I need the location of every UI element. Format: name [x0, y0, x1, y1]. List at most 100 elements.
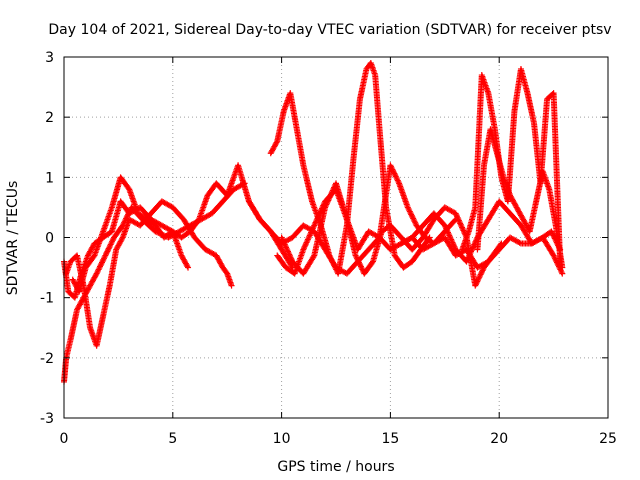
series-trace-5 [267, 60, 433, 277]
data-point [388, 165, 395, 172]
data-point [552, 236, 559, 243]
data-point [125, 211, 132, 218]
data-point [548, 228, 555, 235]
data-point [388, 163, 395, 170]
data-point [551, 253, 558, 260]
data-point [125, 209, 132, 216]
y-tick-label: -2 [40, 351, 54, 367]
data-point [119, 235, 126, 242]
data-point [553, 239, 560, 246]
data-point [556, 245, 563, 252]
data-point [109, 238, 116, 245]
data-point [99, 258, 106, 265]
data-point [103, 251, 110, 258]
x-tick-label: 15 [381, 431, 399, 447]
data-point [476, 274, 483, 281]
data-point [355, 259, 362, 266]
data-point [392, 173, 399, 180]
data-point [273, 139, 280, 146]
data-point [392, 172, 399, 179]
data-point [479, 267, 486, 274]
data-point [102, 252, 109, 259]
data-point [551, 235, 558, 242]
data-point [390, 169, 397, 176]
data-point [354, 256, 361, 263]
data-point [101, 255, 108, 262]
data-point [107, 242, 114, 249]
data-point [477, 271, 484, 278]
y-axis-label: SDTVAR / TECUs [5, 181, 21, 296]
data-point [472, 282, 479, 289]
data-point [105, 246, 112, 253]
data-point [473, 279, 480, 286]
series-trace-11 [398, 198, 564, 265]
data-point [550, 252, 557, 259]
data-point [96, 265, 103, 272]
x-tick-label: 5 [168, 431, 177, 447]
data-point [391, 170, 398, 177]
plot-frame [63, 56, 609, 419]
data-point [406, 207, 413, 214]
data-point [559, 264, 566, 271]
data-point [390, 167, 397, 174]
data-point [103, 249, 110, 256]
data-point [97, 262, 104, 269]
data-point [404, 204, 411, 211]
data-point [474, 277, 481, 284]
data-point [406, 208, 413, 215]
data-point [93, 270, 100, 277]
y-tick-label: 2 [45, 110, 54, 126]
data-point [98, 260, 105, 267]
data-point [411, 218, 418, 225]
data-point [357, 262, 364, 269]
data-point [409, 214, 416, 221]
chart-title: Day 104 of 2021, Sidereal Day-to-day VTE… [48, 22, 611, 38]
data-point [105, 245, 112, 252]
data-point [551, 255, 558, 262]
data-point [549, 231, 556, 238]
series-trace-3 [63, 198, 235, 349]
data-point [551, 234, 558, 241]
data-point [126, 208, 133, 215]
x-tick-label: 0 [60, 431, 69, 447]
data-point [410, 216, 417, 223]
data-point [185, 264, 192, 271]
data-point [394, 177, 401, 184]
data-point [472, 281, 479, 288]
data-point [394, 176, 401, 183]
data-point [387, 162, 394, 169]
data-point [555, 262, 562, 269]
data-point [101, 253, 108, 260]
data-point [475, 275, 482, 282]
data-point [395, 178, 402, 185]
data-point [355, 258, 362, 265]
data-point [310, 253, 317, 260]
data-point [357, 263, 364, 270]
data-point [124, 212, 131, 219]
data-point [557, 246, 564, 253]
axis-ticks: 0 5 10 15 20 25 -3 -2 -1 0 1 2 3 [40, 50, 617, 447]
data-point [408, 212, 415, 219]
data-point [107, 241, 114, 248]
x-tick-label: 10 [273, 431, 291, 447]
y-tick-label: 1 [45, 170, 54, 186]
y-tick-label: -3 [40, 411, 54, 427]
data-point [104, 248, 111, 255]
data-point [356, 260, 363, 267]
data-point [555, 242, 562, 249]
data-point [94, 267, 101, 274]
data-point [98, 259, 105, 266]
data-point [553, 238, 560, 245]
data-point [554, 240, 561, 247]
y-tick-label: -1 [40, 291, 54, 307]
data-point [408, 211, 415, 218]
data-point [559, 270, 566, 277]
data-point [109, 237, 116, 244]
data-point [108, 240, 115, 247]
data-point [557, 267, 564, 274]
x-axis-label: GPS time / hours [277, 459, 394, 475]
data-point [92, 271, 99, 278]
data-point [412, 219, 419, 226]
data-point [407, 209, 414, 216]
x-tick-label: 25 [599, 431, 617, 447]
